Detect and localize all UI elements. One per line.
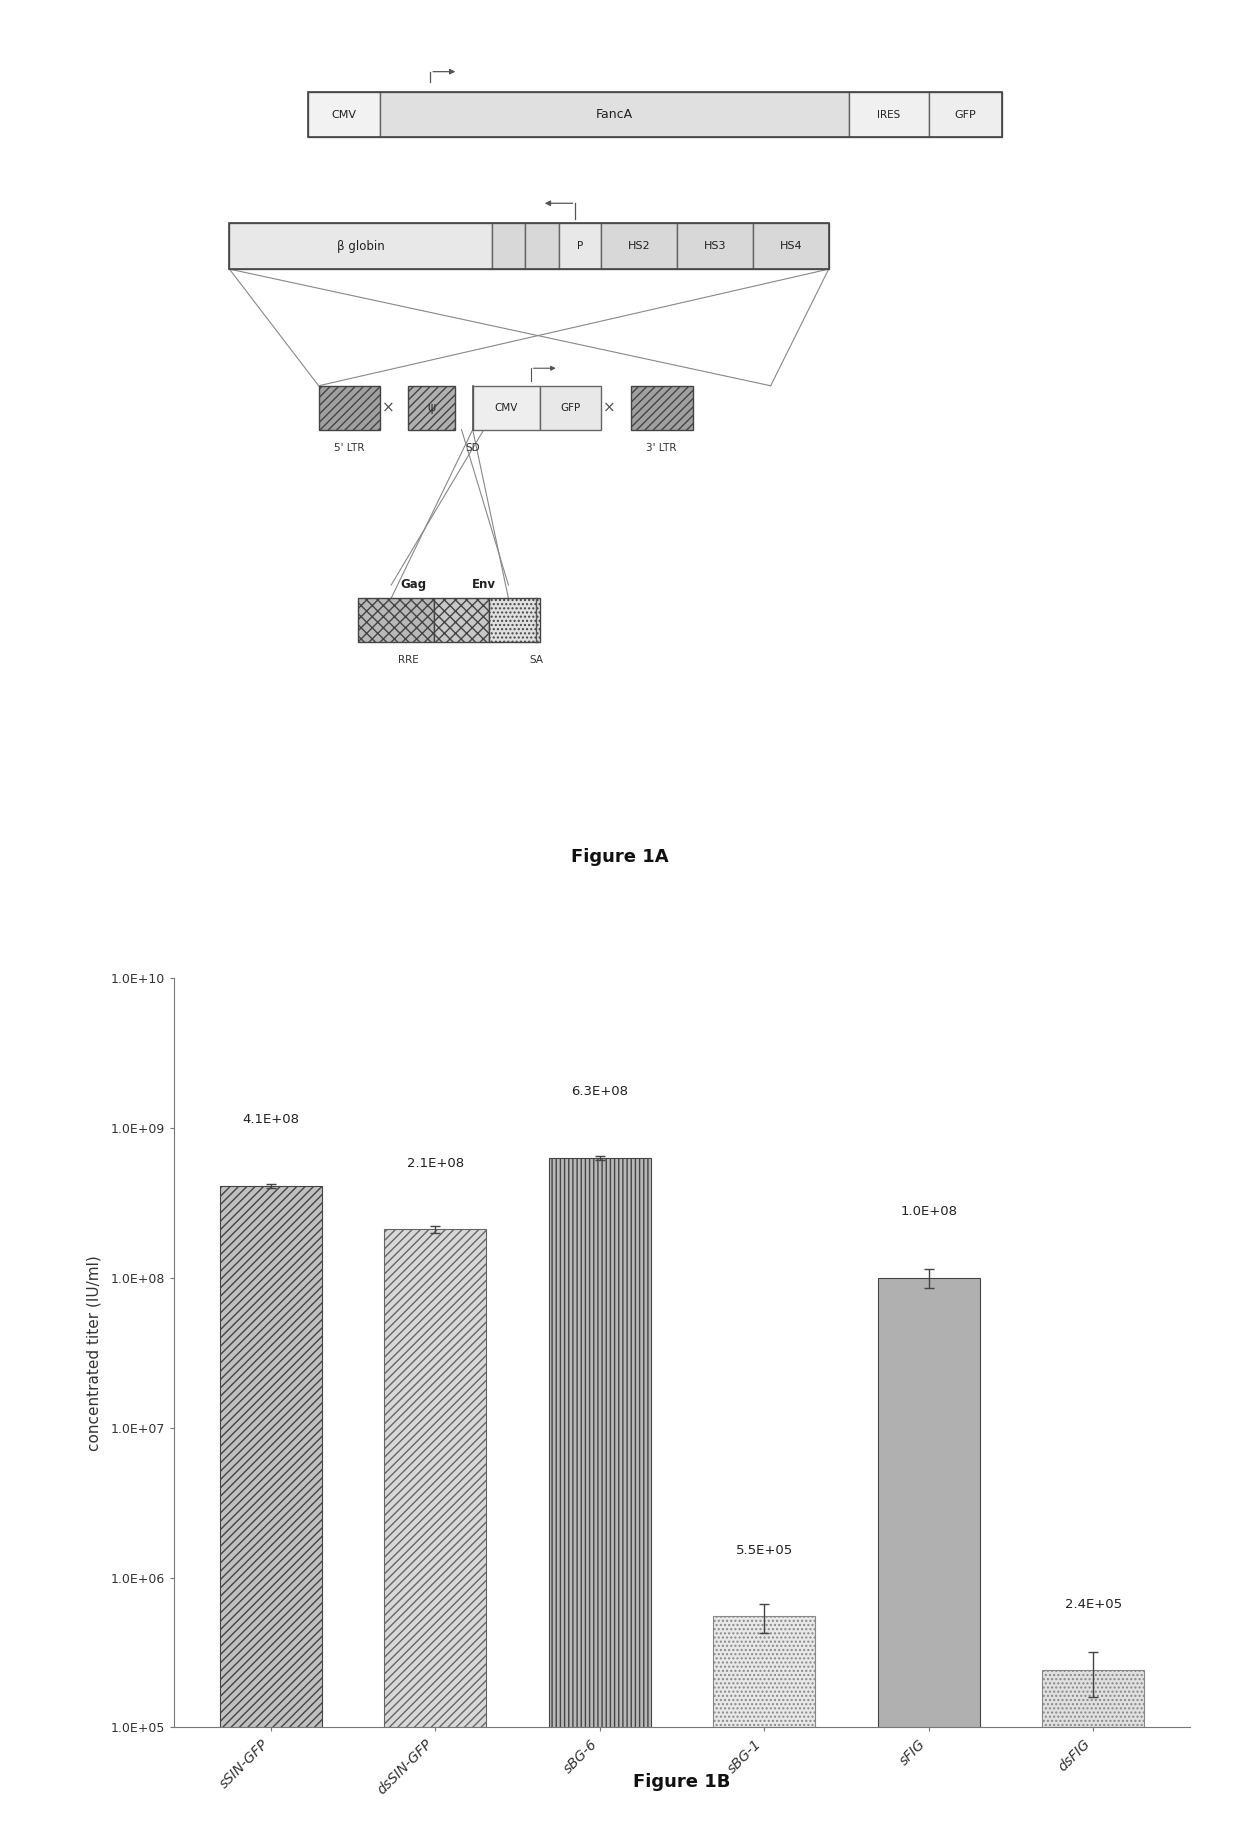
- Text: β globin: β globin: [336, 239, 384, 252]
- Text: 5.5E+05: 5.5E+05: [735, 1545, 792, 1557]
- Bar: [308, 91, 1002, 137]
- Text: 3' LTR: 3' LTR: [646, 442, 677, 453]
- Bar: [472, 386, 539, 430]
- Text: GFP: GFP: [560, 402, 580, 413]
- Bar: [308, 91, 381, 137]
- Bar: [1042, 1671, 1145, 1828]
- Text: SA: SA: [529, 654, 543, 665]
- Bar: [491, 223, 526, 269]
- Bar: [631, 386, 692, 430]
- Text: RRE: RRE: [398, 654, 418, 665]
- Text: HS4: HS4: [780, 241, 802, 250]
- Text: CMV: CMV: [495, 402, 518, 413]
- Text: CMV: CMV: [331, 110, 356, 119]
- Text: SD: SD: [465, 442, 480, 453]
- Bar: [539, 386, 601, 430]
- Text: 6.3E+08: 6.3E+08: [572, 1086, 629, 1099]
- Bar: [559, 223, 601, 269]
- Text: 1.0E+08: 1.0E+08: [900, 1205, 957, 1217]
- Text: 2.4E+05: 2.4E+05: [1065, 1598, 1122, 1610]
- Text: IRES: IRES: [878, 110, 900, 119]
- Bar: [753, 223, 828, 269]
- Bar: [526, 223, 559, 269]
- Bar: [713, 1616, 815, 1828]
- Bar: [677, 223, 753, 269]
- Text: Figure 1B: Figure 1B: [634, 1773, 730, 1791]
- Text: P: P: [577, 241, 583, 250]
- Text: Gag: Gag: [401, 578, 427, 590]
- Text: Figure 1A: Figure 1A: [572, 848, 668, 866]
- Bar: [549, 1157, 651, 1828]
- Bar: [601, 223, 677, 269]
- Bar: [849, 91, 929, 137]
- Bar: [434, 598, 490, 642]
- Bar: [229, 223, 492, 269]
- Bar: [219, 1186, 322, 1828]
- Text: FancA: FancA: [596, 108, 632, 121]
- Text: ψ: ψ: [428, 400, 435, 415]
- Text: ×: ×: [382, 400, 394, 415]
- Bar: [878, 1278, 980, 1828]
- Bar: [381, 91, 849, 137]
- Bar: [358, 598, 434, 642]
- Y-axis label: concentrated titer (IU/ml): concentrated titer (IU/ml): [87, 1254, 102, 1451]
- Text: HS2: HS2: [627, 241, 650, 250]
- Text: GFP: GFP: [955, 110, 976, 119]
- Text: Env: Env: [472, 578, 496, 590]
- Bar: [408, 386, 455, 430]
- Text: 2.1E+08: 2.1E+08: [407, 1157, 464, 1170]
- Text: 5' LTR: 5' LTR: [334, 442, 365, 453]
- Text: 4.1E+08: 4.1E+08: [242, 1113, 299, 1126]
- Bar: [929, 91, 1002, 137]
- Text: ×: ×: [603, 400, 615, 415]
- Bar: [229, 223, 828, 269]
- Bar: [384, 1230, 486, 1828]
- Bar: [490, 598, 539, 642]
- Text: HS3: HS3: [703, 241, 727, 250]
- Bar: [319, 386, 379, 430]
